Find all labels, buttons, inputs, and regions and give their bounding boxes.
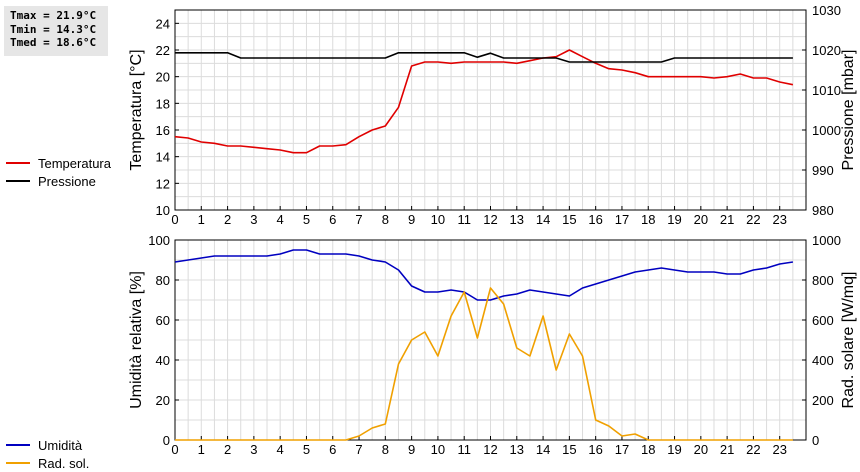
chart2-x-tick-label: 18: [641, 442, 655, 457]
chart2-ylabel-right: Rad. solare [W/mq]: [840, 272, 857, 409]
chart2-y-right-tick-label: 200: [812, 393, 834, 408]
chart2-x-tick-label: 7: [355, 442, 362, 457]
tmed-label: Tmed = 18.6°C: [10, 36, 97, 49]
chart1-y-right-tick-label: 1030: [812, 3, 841, 18]
chart2-y-left-tick-label: 80: [156, 273, 170, 288]
chart1-x-tick-label: 8: [382, 212, 389, 227]
legend-item-temperatura: Temperatura: [6, 154, 111, 172]
chart1-x-tick-label: 2: [224, 212, 231, 227]
chart1-y-left-tick-label: 10: [156, 203, 170, 218]
legend-swatch-pressione: [6, 180, 30, 182]
chart1-x-tick-label: 15: [562, 212, 576, 227]
chart2-x-tick-label: 5: [303, 442, 310, 457]
chart1-x-tick-label: 7: [355, 212, 362, 227]
legend-top: Temperatura Pressione: [6, 154, 111, 190]
chart2-x-tick-label: 6: [329, 442, 336, 457]
chart2-x-tick-label: 23: [772, 442, 786, 457]
chart2-y-right-tick-label: 0: [812, 433, 819, 448]
chart2-y-right-tick-label: 800: [812, 273, 834, 288]
chart1-y-right-tick-label: 990: [812, 163, 834, 178]
chart2-x-tick-label: 9: [408, 442, 415, 457]
chart2-y-right-tick-label: 600: [812, 313, 834, 328]
chart1-ylabel-right: Pressione [mbar]: [840, 50, 857, 171]
chart2-x-tick-label: 21: [720, 442, 734, 457]
chart2-x-tick-label: 19: [667, 442, 681, 457]
legend-label-temperatura: Temperatura: [38, 155, 111, 171]
chart1-y-left-tick-label: 16: [156, 123, 170, 138]
chart1-x-tick-label: 0: [171, 212, 178, 227]
legend-item-pressione: Pressione: [6, 172, 111, 190]
chart2-x-tick-label: 0: [171, 442, 178, 457]
chart1-x-tick-label: 23: [772, 212, 786, 227]
chart1-series-pressione: [175, 51, 793, 63]
chart1-y-right-tick-label: 1000: [812, 123, 841, 138]
chart1-y-right-tick-label: 980: [812, 203, 834, 218]
chart1-y-left-tick-label: 22: [156, 43, 170, 58]
chart1-x-tick-label: 13: [510, 212, 524, 227]
chart2-x-tick-label: 3: [250, 442, 257, 457]
chart2-y-left-tick-label: 0: [163, 433, 170, 448]
chart1-y-left-tick-label: 18: [156, 96, 170, 111]
chart1-x-tick-label: 4: [277, 212, 284, 227]
chart2-y-left-tick-label: 20: [156, 393, 170, 408]
chart2-x-tick-label: 1: [198, 442, 205, 457]
chart2-x-tick-label: 2: [224, 442, 231, 457]
legend-label-umidita: Umidità: [38, 437, 83, 453]
chart2-y-right-tick-label: 1000: [812, 233, 841, 248]
tmin-label: Tmin = 14.3°C: [10, 22, 97, 36]
chart1-x-tick-label: 18: [641, 212, 655, 227]
chart1-x-tick-label: 11: [457, 212, 471, 227]
chart1-y-left-tick-label: 14: [156, 150, 170, 165]
charts-canvas: 0 1 2 3 4 5 6 7 8 9 10 11 12 13 14 15 16 17 18 19 20 21 22 2310…: [128, 3, 857, 457]
chart2-series-rad-sol: [175, 287, 793, 441]
chart1-x-tick-label: 1: [198, 212, 205, 227]
chart2-series-umidit: [174, 249, 794, 301]
chart2-x-tick-label: 13: [510, 442, 524, 457]
chart1-x-tick-label: 10: [431, 212, 445, 227]
chart1-x-tick-label: 16: [588, 212, 602, 227]
chart2-x-tick-label: 20: [694, 442, 708, 457]
chart1-series-temperatura: [174, 49, 794, 154]
chart2-x-tick-label: 4: [277, 442, 284, 457]
chart2-y-left-tick-label: 60: [156, 313, 170, 328]
chart1-x-tick-label: 19: [667, 212, 681, 227]
chart1-x-tick-label: 5: [303, 212, 310, 227]
chart1-x-tick-label: 9: [408, 212, 415, 227]
chart1-x-tick-label: 14: [536, 212, 550, 227]
chart2-x-tick-label: 14: [536, 442, 550, 457]
chart2-ylabel-left: Umidità relativa [%]: [128, 271, 145, 409]
chart2-x-tick-label: 16: [588, 442, 602, 457]
legend-swatch-rad-sol: [6, 462, 30, 464]
chart1-x-tick-label: 6: [329, 212, 336, 227]
legend-swatch-umidita: [6, 444, 30, 446]
chart2-x-tick-label: 15: [562, 442, 576, 457]
legend-item-umidita: Umidità: [6, 436, 89, 454]
chart2-y-left-tick-label: 40: [156, 353, 170, 368]
chart1-x-tick-label: 17: [615, 212, 629, 227]
chart1-y-left-tick-label: 12: [156, 176, 170, 191]
chart2-x-tick-label: 17: [615, 442, 629, 457]
chart2-x-tick-label: 12: [483, 442, 497, 457]
tmax-label: Tmax = 21.9°C: [10, 9, 97, 22]
chart1-y-right-tick-label: 1010: [812, 83, 841, 98]
legend-label-pressione: Pressione: [38, 173, 96, 189]
chart2-x-tick-label: 22: [746, 442, 760, 457]
legend-swatch-temperatura: [6, 162, 30, 164]
chart1-x-tick-label: 3: [250, 212, 257, 227]
chart1-y-left-tick-label: 24: [156, 16, 170, 31]
chart1-y-left-tick-label: 20: [156, 70, 170, 85]
chart1-x-tick-label: 12: [483, 212, 497, 227]
stats-box: Tmax = 21.9°C Tmin = 14.3°C Tmed = 18.6°…: [4, 6, 108, 56]
chart2-x-tick-label: 10: [431, 442, 445, 457]
chart1-y-right-tick-label: 1020: [812, 43, 841, 58]
chart2-x-tick-label: 8: [382, 442, 389, 457]
chart1-x-tick-label: 20: [694, 212, 708, 227]
chart1-ylabel-left: Temperatura [°C]: [128, 49, 145, 170]
chart1-x-tick-label: 22: [746, 212, 760, 227]
chart2-x-tick-label: 11: [457, 442, 471, 457]
chart1-x-tick-label: 21: [720, 212, 734, 227]
chart2-y-left-tick-label: 100: [148, 233, 170, 248]
chart2-y-right-tick-label: 400: [812, 353, 834, 368]
